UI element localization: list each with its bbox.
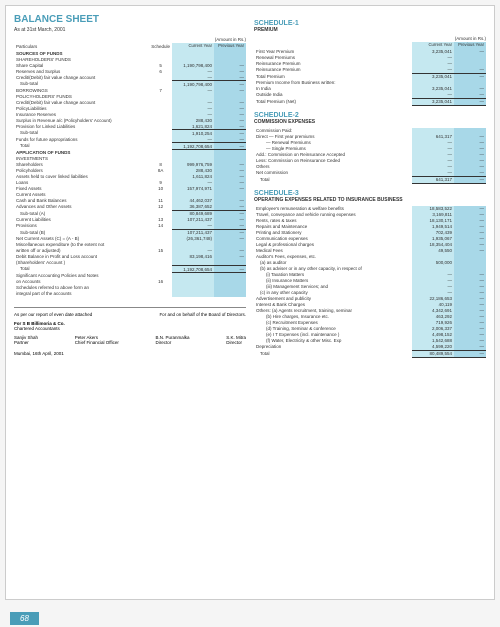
sch3-title: SCHEDULE-3 — [254, 190, 486, 197]
row-schedule — [149, 291, 172, 297]
row-label: Total Premium (Net) — [254, 98, 412, 105]
row-previous: — — [214, 266, 246, 273]
row-label: Total — [14, 266, 149, 273]
page-number: 68 — [10, 612, 39, 625]
signature-block: As per our report of even date attached … — [14, 307, 246, 356]
row-current: 1,192,708,654 — [172, 143, 214, 150]
hdr-previous: Previous Year — [214, 43, 246, 50]
row-previous: — — [454, 98, 486, 105]
signatory: B.N. PuranmalkaDirector — [156, 335, 190, 345]
hdr-schedule: Schedule — [149, 43, 172, 50]
row-previous: — — [454, 350, 486, 357]
sch1-table: Current Year Previous Year First Year Pr… — [254, 42, 486, 106]
row-current: 3,235,041 — [412, 98, 454, 105]
row-current — [172, 291, 214, 297]
row-schedule — [149, 266, 172, 273]
table-row: Total Premium (Net)3,235,041— — [254, 98, 486, 105]
row-label: Total — [254, 176, 412, 183]
as-at-date: As at 31st March, 2001 — [14, 27, 246, 33]
sch3-table: Employee's remuneration & welfare benefi… — [254, 206, 486, 358]
row-previous: — — [214, 143, 246, 150]
sig-report: As per our report of even date attached — [14, 312, 92, 317]
columns: BALANCE SHEET As at 31st March, 2001 (Am… — [14, 14, 486, 358]
row-current: 1,192,708,654 — [172, 266, 214, 273]
right-column: SCHEDULE-1 PREMIUM (Amount in Rs.) Curre… — [254, 14, 486, 358]
sch1-amt: (Amount in Rs.) — [254, 36, 486, 41]
sch2-sub: COMMISSION EXPENSES — [254, 119, 486, 125]
sch3-sub: OPERATING EXPENSES RELATED TO INSURANCE … — [254, 197, 486, 203]
sch1-hdr-cur: Current Year — [412, 42, 454, 49]
row-schedule — [149, 143, 172, 150]
signatory: Sanjiv ShahPartner — [14, 335, 38, 345]
left-column: BALANCE SHEET As at 31st March, 2001 (Am… — [14, 14, 246, 358]
sch1-sub: PREMIUM — [254, 27, 486, 33]
table-row: Total80,489,554— — [254, 350, 486, 357]
signatory: Peter AkersChief Financial Officer — [75, 335, 119, 345]
amount-unit: (Amount in Rs.) — [14, 37, 246, 42]
sch2-title: SCHEDULE-2 — [254, 112, 486, 119]
sig-board: For and on behalf of the Board of Direct… — [159, 312, 246, 317]
page: BALANCE SHEET As at 31st March, 2001 (Am… — [5, 5, 495, 600]
table-row: Total 1,192,708,654— — [14, 266, 246, 273]
sch1-title: SCHEDULE-1 — [254, 20, 486, 27]
row-previous — [214, 291, 246, 297]
row-previous: — — [454, 176, 486, 183]
hdr-current: Current Year — [172, 43, 214, 50]
table-row: Total 1,192,708,654— — [14, 143, 246, 150]
balance-sheet-title: BALANCE SHEET — [14, 14, 246, 25]
row-current: 641,317 — [412, 176, 454, 183]
hdr-particulars: Particulars — [14, 43, 149, 50]
row-current: 80,489,554 — [412, 350, 454, 357]
table-row: integral part of the accounts — [14, 291, 246, 297]
row-label: Total — [254, 350, 412, 357]
sch2-table: Commission Paid:Direct — First year prem… — [254, 128, 486, 184]
row-label: integral part of the accounts — [14, 291, 149, 297]
signatory: S.K. MitraDirector — [226, 335, 246, 345]
balance-sheet-table: Particulars Schedule Current Year Previo… — [14, 43, 246, 297]
sig-firm-sub: Chartered Accountants — [14, 326, 246, 331]
table-row: Total641,317— — [254, 176, 486, 183]
sch1-hdr-prev: Previous Year — [454, 42, 486, 49]
sig-place: Mumbai, 16th April, 2001 — [14, 351, 246, 356]
row-label: Total — [14, 143, 149, 150]
